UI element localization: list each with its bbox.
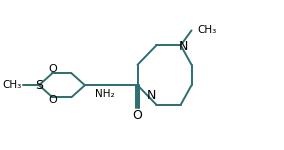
- Text: NH₂: NH₂: [95, 89, 115, 99]
- Text: O: O: [48, 64, 57, 74]
- Text: N: N: [179, 40, 188, 53]
- Text: O: O: [133, 109, 143, 122]
- Text: O: O: [48, 95, 57, 105]
- Text: N: N: [146, 89, 156, 102]
- Text: CH₃: CH₃: [197, 25, 216, 35]
- Text: S: S: [35, 79, 43, 92]
- Text: CH₃: CH₃: [2, 80, 21, 90]
